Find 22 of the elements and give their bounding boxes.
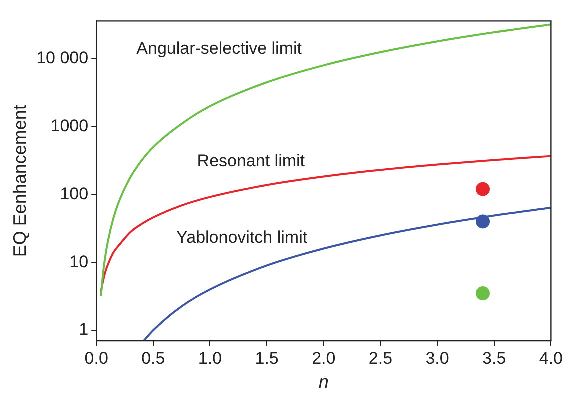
y-tick-label: 1000 <box>50 116 89 136</box>
x-tick-label: 2.0 <box>312 348 336 368</box>
y-tick-label: 10 000 <box>36 48 89 68</box>
x-tick-label: 3.5 <box>482 348 506 368</box>
series-label: Angular-selective limit <box>136 38 302 58</box>
line-series <box>100 155 552 293</box>
x-axis-title: n <box>318 372 329 392</box>
x-tick-label: 1.5 <box>255 348 279 368</box>
series-label: Resonant limit <box>197 151 306 170</box>
y-tick-label: 100 <box>60 184 89 204</box>
x-tick-label: 1.0 <box>198 348 222 368</box>
y-tick-label: 1 <box>79 320 89 340</box>
line-series <box>143 206 552 341</box>
line-series <box>100 24 552 298</box>
y-axis-title: EQ Eenhancement <box>10 105 30 258</box>
x-tick-label: 3.0 <box>426 348 450 368</box>
x-tick-label: 4.0 <box>539 348 564 368</box>
series-label: Yablonovitch limit <box>176 228 308 247</box>
x-tick-label: 0.0 <box>84 348 108 368</box>
y-tick-label: 10 <box>70 252 89 272</box>
x-tick-label: 2.5 <box>368 348 393 368</box>
x-tick-label: 0.5 <box>142 348 166 368</box>
